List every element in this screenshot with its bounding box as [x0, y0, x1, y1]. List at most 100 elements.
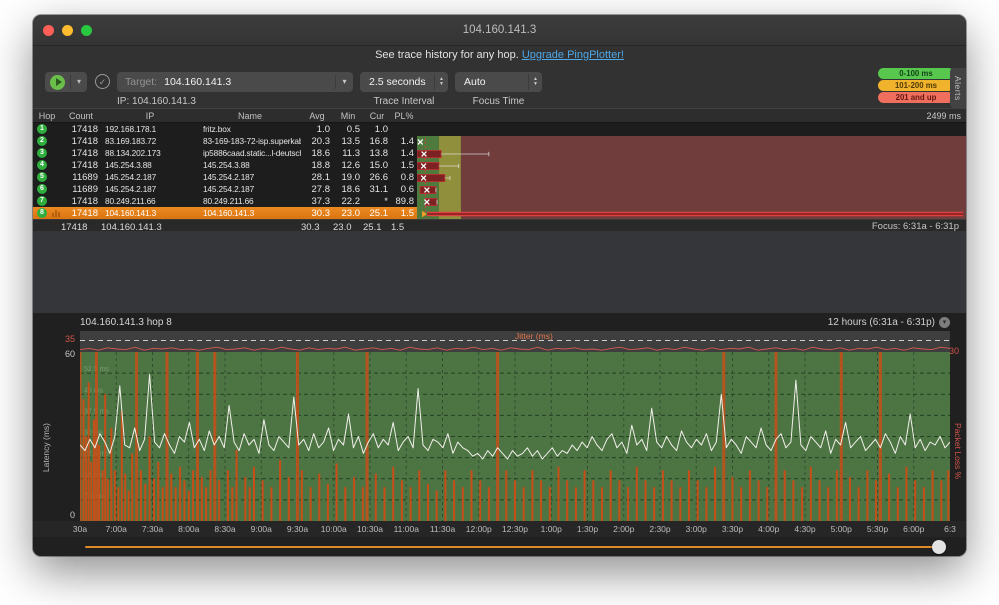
hop-row-4[interactable]: 4 17418 145.254.3.88 145.254.3.88 18.8 12.6 15… — [33, 159, 966, 171]
time-tick-label: 8:30a — [214, 524, 236, 534]
play-menu-chevron-icon[interactable]: ▾ — [70, 75, 87, 89]
trace-interval-value: 2.5 seconds — [369, 76, 426, 88]
banner-text: See trace history for any hop. — [375, 49, 519, 61]
cell-ip: 192.168.178.1 — [105, 124, 157, 134]
upgrade-link[interactable]: Upgrade PingPlotter! — [521, 49, 624, 61]
hop-number-badge: 7 — [37, 196, 47, 206]
timeline-scrollbar-track[interactable] — [85, 546, 945, 548]
cell-cur: 26.6 — [369, 171, 389, 183]
focus-time-stepper-icon[interactable]: ▲ ▼ — [528, 74, 542, 90]
cell-cur: 15.0 — [369, 159, 389, 171]
column-header-avg[interactable]: Avg — [309, 110, 325, 121]
hop-row-6[interactable]: 6 11689 145.254.2.187 145.254.2.187 27.8 18.6… — [33, 183, 966, 195]
window-title: 104.160.141.3 — [462, 24, 537, 36]
close-window-button[interactable] — [43, 25, 54, 36]
packet-loss-axis-title: Packet Loss % — [953, 423, 963, 480]
cell-cur: 25.1 — [363, 221, 382, 233]
range-dropdown-icon[interactable]: ▾ — [939, 317, 950, 328]
cell-count: 17418 — [71, 195, 98, 207]
resolved-ip: IP: 104.160.141.3 — [117, 96, 196, 107]
time-tick-label: 9:30a — [286, 524, 309, 534]
target-dropdown-chevron-icon[interactable]: ▾ — [335, 75, 353, 89]
legend-badge: 101-200 ms — [878, 80, 954, 91]
confirm-target-button[interactable]: ✓ — [95, 74, 110, 89]
trace-table: Hop Count IP Name Avg Min Cur PL% 2499 ms 1 17418… — [33, 108, 966, 234]
graph-title: 104.160.141.3 hop 8 — [80, 317, 172, 328]
cell-cur: * — [384, 195, 388, 207]
title-bar: 104.160.141.3 — [33, 15, 966, 46]
time-tick-label: 4:00p — [758, 524, 780, 534]
cell-pl: 89.8 — [395, 195, 415, 207]
cell-avg: 27.8 — [311, 183, 331, 195]
column-header-count[interactable]: Count — [68, 110, 94, 121]
graph-range-control[interactable]: 12 hours (6:31a - 6:31p) ▾ — [828, 317, 950, 328]
hop-latency-minigraph — [416, 136, 966, 232]
cell-count: 17418 — [71, 147, 98, 159]
hop-row-1[interactable]: 1 17418 192.168.178.1 fritz.box 1.0 0.5 1.0 — [33, 123, 966, 135]
time-tick-label: 3:00p — [685, 524, 707, 534]
start-trace-button[interactable]: ▾ — [45, 72, 87, 92]
hop-row-2[interactable]: 2 17418 83.169.183.72 83-169-183-72-isp.sup… — [33, 135, 966, 147]
cell-cur: 1.0 — [374, 123, 388, 135]
target-input[interactable]: Target: 104.160.141.3 ▾ — [117, 72, 353, 92]
cell-pl: 1.4 — [400, 147, 414, 159]
column-header-name[interactable]: Name — [237, 110, 262, 121]
trace-interval-select[interactable]: 2.5 seconds ▲ ▼ — [360, 72, 448, 92]
cell-min: 22.2 — [341, 195, 361, 207]
column-header-ip[interactable]: IP — [145, 110, 155, 121]
trace-interval-stepper-icon[interactable]: ▲ ▼ — [434, 74, 448, 90]
cell-min: 12.6 — [341, 159, 361, 171]
time-tick-label: 3:30p — [721, 524, 744, 534]
minimize-window-button[interactable] — [62, 25, 73, 36]
time-tick-label: 12:00p — [465, 524, 492, 534]
time-tick-label: 5:00p — [830, 524, 852, 534]
cell-min: 19.0 — [341, 171, 361, 183]
cell-count: 17418 — [61, 221, 88, 233]
focus-time-value: Auto — [464, 76, 486, 88]
cell-count: 17418 — [71, 207, 98, 219]
column-header-pl[interactable]: PL% — [394, 110, 414, 121]
cell-name: 80.249.211.66 — [203, 196, 254, 206]
empty-panel-area — [33, 231, 966, 313]
cell-ip: 145.254.3.88 — [105, 160, 152, 170]
cell-min: 13.5 — [341, 135, 361, 147]
cell-cur: 16.8 — [369, 135, 389, 147]
hop-row-5[interactable]: 5 11689 145.254.2.187 145.254.2.187 28.1 19.0… — [33, 171, 966, 183]
alerts-side-tab[interactable]: Alerts — [950, 68, 966, 108]
cell-name: 145.254.2.187 — [203, 184, 255, 194]
toolbar: ▾ ✓ Target: 104.160.141.3 ▾ 2.5 seconds … — [33, 67, 966, 108]
hop-number-badge: 4 — [37, 160, 47, 170]
cell-avg: 20.3 — [311, 135, 331, 147]
time-tick-label: 6:00p — [903, 524, 925, 534]
upgrade-banner: See trace history for any hop. Upgrade P… — [33, 46, 966, 67]
cell-count: 17418 — [71, 123, 98, 135]
column-header-min[interactable]: Min — [340, 110, 356, 121]
latency-axis-min-label: 0 — [69, 510, 75, 520]
cell-ip: 104.160.141.3 — [105, 208, 157, 218]
timeline-scrollbar-handle[interactable] — [932, 540, 946, 554]
time-tick-label: 7:30a — [141, 524, 164, 534]
focus-time-select[interactable]: Auto ▲ ▼ — [455, 72, 542, 92]
jitter-label: Jitter (ms) — [515, 331, 553, 341]
svg-text:45 ms: 45 ms — [84, 387, 104, 394]
time-tick-label: 10:00a — [320, 524, 347, 534]
column-header-hop[interactable]: Hop — [38, 110, 56, 121]
cell-pl: 1.5 — [400, 207, 414, 219]
time-tick-label: 30a — [72, 524, 88, 534]
legend-badge: 0-100 ms — [878, 68, 954, 79]
pingplotter-window: 104.160.141.3 See trace history for any … — [33, 15, 966, 556]
cell-min: 11.3 — [342, 147, 360, 159]
hop-row-3[interactable]: 3 17418 88.134.202.173 ip5886caad.static...… — [33, 147, 966, 159]
column-header-cur[interactable]: Cur — [369, 110, 385, 121]
hop-row-7[interactable]: 7 17418 80.249.211.66 80.249.211.66 37.3 22.2… — [33, 195, 966, 207]
zoom-window-button[interactable] — [81, 25, 92, 36]
cell-name: fritz.box — [203, 124, 231, 134]
cell-min: 0.5 — [346, 123, 360, 135]
time-tick-label: 9:00a — [250, 524, 272, 534]
time-tick-label: 11:30a — [429, 524, 456, 534]
cell-avg: 30.3 — [311, 207, 331, 219]
time-tick-label: 2:00p — [613, 524, 635, 534]
cell-avg: 18.6 — [311, 147, 331, 159]
time-tick-label: 6:3 — [944, 524, 956, 534]
